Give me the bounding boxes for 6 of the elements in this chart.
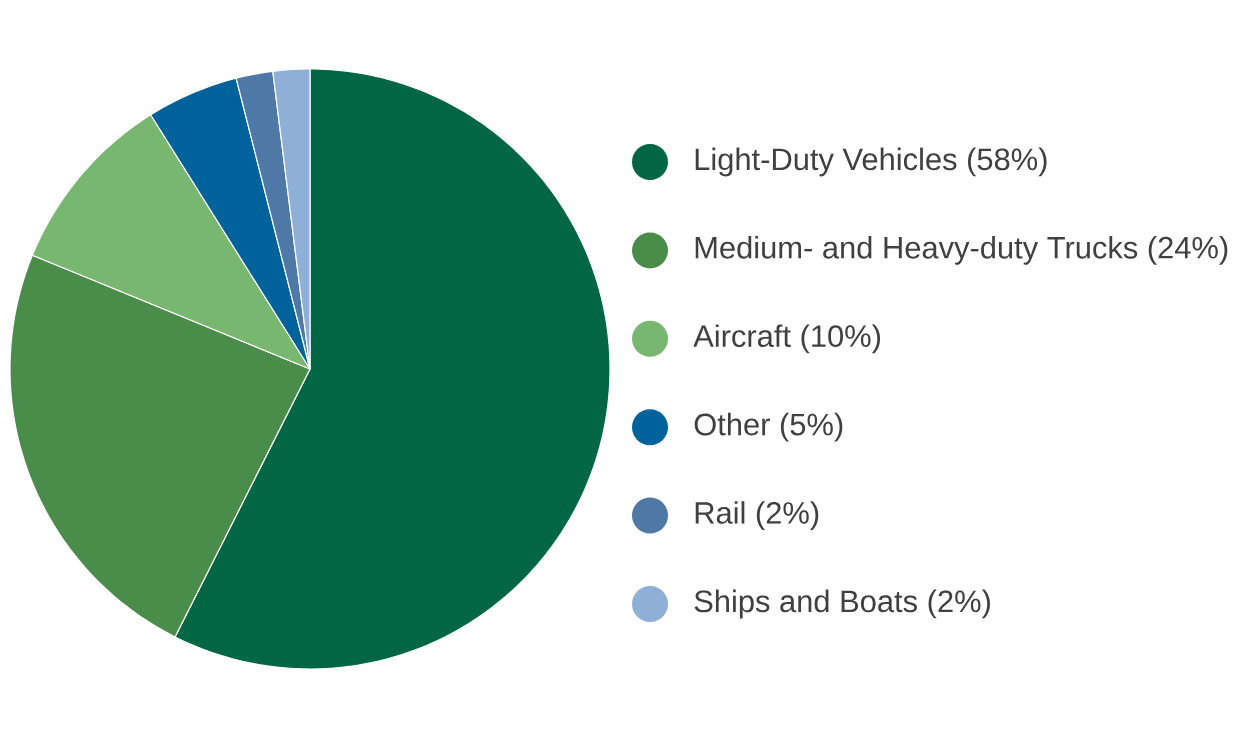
legend-label: Rail (2%) [695,501,819,530]
legend-label: Medium- and Heavy-duty Trucks (24%) [695,235,1228,265]
legend-label: Other (5%) [694,412,843,442]
legend-label: Light-Duty Vehicles (58%) [695,147,1047,177]
legend-label: Aircraft (10%) [693,324,881,354]
legend-label: Ships and Boats (2%) [694,589,990,619]
